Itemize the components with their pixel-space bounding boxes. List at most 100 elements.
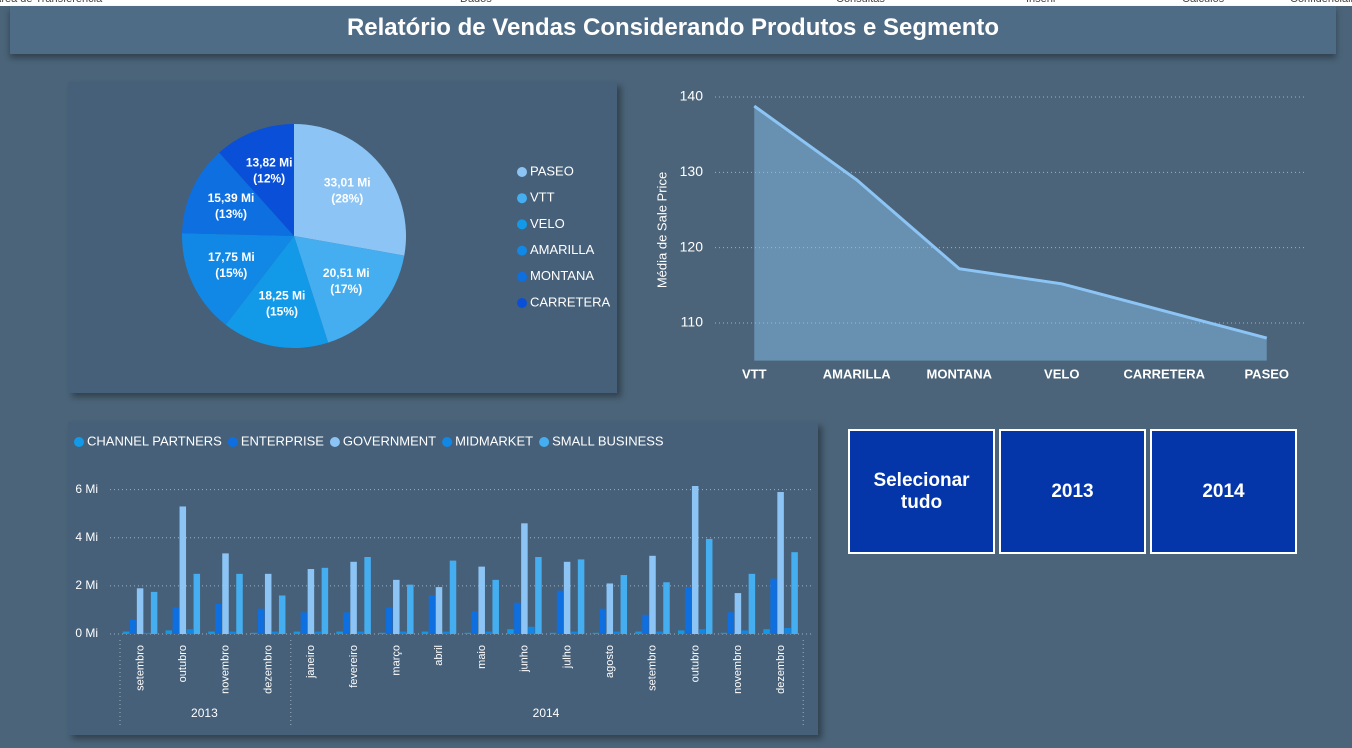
bar — [428, 595, 436, 634]
bar — [606, 583, 614, 634]
bar — [734, 593, 742, 634]
bar — [784, 627, 791, 634]
bar — [257, 608, 265, 634]
legend-marker — [517, 219, 527, 230]
slicer-option[interactable]: 2014 — [1150, 429, 1297, 554]
legend-marker — [227, 437, 238, 447]
ribbon-label: Dados — [460, 0, 492, 5]
bar — [435, 587, 443, 634]
ribbon-label: Confidencialidade — [1290, 0, 1352, 5]
bar — [357, 631, 364, 634]
pie-slice — [294, 124, 406, 256]
bar — [442, 631, 450, 634]
bar — [186, 629, 194, 634]
x-tick-label: dezembro — [262, 645, 274, 694]
legend-marker — [517, 271, 527, 282]
ribbon-label: Consultas — [836, 0, 885, 5]
bar — [321, 567, 329, 634]
legend-label: ENTERPRISE — [241, 433, 324, 448]
bar — [307, 569, 315, 634]
bar — [613, 631, 621, 634]
bar — [691, 486, 699, 634]
bar — [350, 561, 357, 634]
y-tick-label: 0 Mi — [75, 626, 98, 640]
slice-percent-label: (13%) — [215, 207, 247, 221]
bar — [449, 560, 457, 634]
bar — [293, 631, 301, 634]
bar — [507, 629, 514, 634]
year-label: 2013 — [191, 706, 218, 720]
bar — [720, 632, 728, 634]
bar — [393, 579, 400, 634]
bar — [250, 632, 258, 634]
x-tick-label: MONTANA — [927, 366, 993, 381]
bar — [741, 630, 749, 634]
bar — [129, 619, 137, 634]
pie-slice — [182, 233, 294, 325]
bar — [386, 607, 393, 634]
x-tick-label: abril — [433, 645, 445, 666]
legend-label: CHANNEL PARTNERS — [87, 433, 222, 448]
bar — [364, 557, 371, 634]
legend-marker — [74, 437, 84, 447]
bar — [528, 626, 535, 634]
bar — [421, 631, 429, 634]
bar — [400, 631, 407, 634]
legend-label: PASEO — [530, 163, 574, 178]
bar — [620, 575, 628, 634]
ribbon-label: Área de Transferência — [0, 0, 102, 5]
y-tick-label: 4 Mi — [75, 530, 98, 544]
bar — [379, 632, 386, 634]
x-tick-label: março — [390, 645, 402, 676]
bar — [222, 553, 229, 634]
pie-slice — [219, 124, 294, 236]
legend-marker — [517, 167, 527, 177]
bar — [150, 591, 158, 634]
bar — [748, 573, 756, 634]
area-fill — [754, 106, 1267, 361]
slice-percent-label: (15%) — [215, 266, 247, 280]
area-line — [753, 104, 1268, 340]
legend-marker — [517, 298, 527, 308]
bar — [236, 573, 243, 634]
bar — [485, 631, 492, 634]
bar — [122, 631, 130, 634]
pie-slice — [182, 152, 294, 236]
x-tick-label: julho — [561, 645, 573, 669]
bar — [777, 492, 784, 634]
pie-slice — [294, 236, 405, 343]
ribbon-label: Cálculos — [1182, 0, 1224, 5]
slicer-option[interactable]: 2013 — [999, 429, 1146, 554]
y-tick-label: 130 — [680, 163, 704, 179]
slice-value-label: 15,39 Mi — [208, 191, 255, 205]
y-axis-title: Média de Sale Price — [654, 172, 669, 288]
bar — [656, 631, 663, 634]
slicer-option[interactable]: Selecionar tudo — [848, 429, 995, 554]
bar — [549, 632, 557, 634]
bar — [229, 631, 236, 634]
bar — [570, 631, 578, 634]
x-tick-label: outubro — [689, 645, 701, 682]
x-tick-label: VTT — [742, 366, 767, 381]
ribbon-label: Inserir — [1026, 0, 1057, 5]
slice-value-label: 17,75 Mi — [208, 250, 255, 264]
legend-label: SMALL BUSINESS — [552, 433, 664, 448]
bar — [556, 590, 564, 634]
slice-percent-label: (12%) — [253, 171, 285, 185]
x-tick-label: CARRETERA — [1123, 366, 1205, 381]
x-tick-label: agosto — [604, 645, 616, 678]
y-tick-label: 6 Mi — [75, 482, 98, 496]
bar — [649, 555, 656, 634]
bar — [300, 612, 308, 634]
slice-percent-label: (15%) — [266, 305, 298, 319]
bar — [172, 607, 180, 634]
bar — [635, 631, 642, 634]
bar — [521, 523, 528, 634]
bar — [464, 632, 471, 634]
x-tick-label: maio — [476, 645, 488, 669]
bar — [208, 631, 215, 634]
slice-value-label: 33,01 Mi — [324, 176, 371, 190]
x-tick-label: novembro — [220, 645, 232, 694]
legend-marker — [329, 437, 340, 447]
x-tick-label: novembro — [732, 645, 744, 694]
